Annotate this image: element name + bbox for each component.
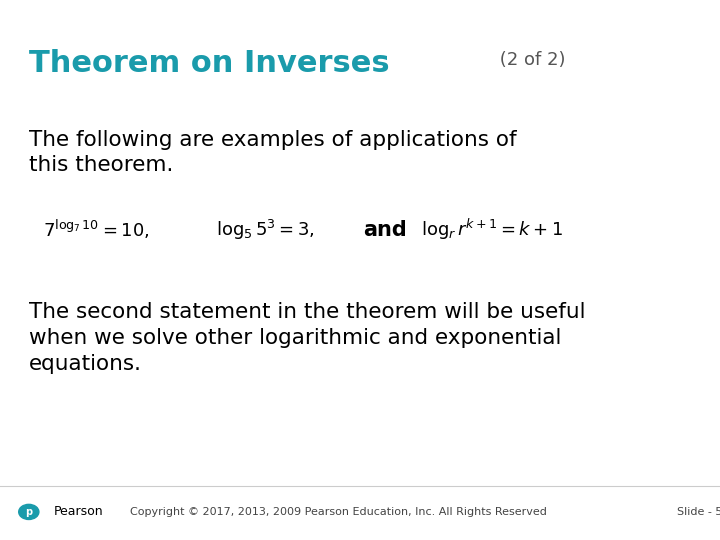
- Text: (2 of 2): (2 of 2): [494, 51, 566, 69]
- Text: $\log_r r^{k+1}=k+1$: $\log_r r^{k+1}=k+1$: [421, 217, 564, 242]
- Text: Slide - 58: Slide - 58: [677, 507, 720, 517]
- Text: p: p: [25, 507, 32, 517]
- Text: $7^{\log_7 10}=10,$: $7^{\log_7 10}=10,$: [43, 218, 150, 241]
- Text: $\log_5 5^3=3,$: $\log_5 5^3=3,$: [216, 218, 315, 241]
- Text: Theorem on Inverses: Theorem on Inverses: [29, 49, 390, 78]
- Text: Copyright © 2017, 2013, 2009 Pearson Education, Inc. All Rights Reserved: Copyright © 2017, 2013, 2009 Pearson Edu…: [130, 507, 546, 517]
- Text: The second statement in the theorem will be useful
when we solve other logarithm: The second statement in the theorem will…: [29, 302, 585, 374]
- Text: and: and: [364, 219, 408, 240]
- Circle shape: [19, 504, 39, 519]
- Text: The following are examples of applications of
this theorem.: The following are examples of applicatio…: [29, 130, 516, 175]
- Text: Pearson: Pearson: [54, 505, 104, 518]
